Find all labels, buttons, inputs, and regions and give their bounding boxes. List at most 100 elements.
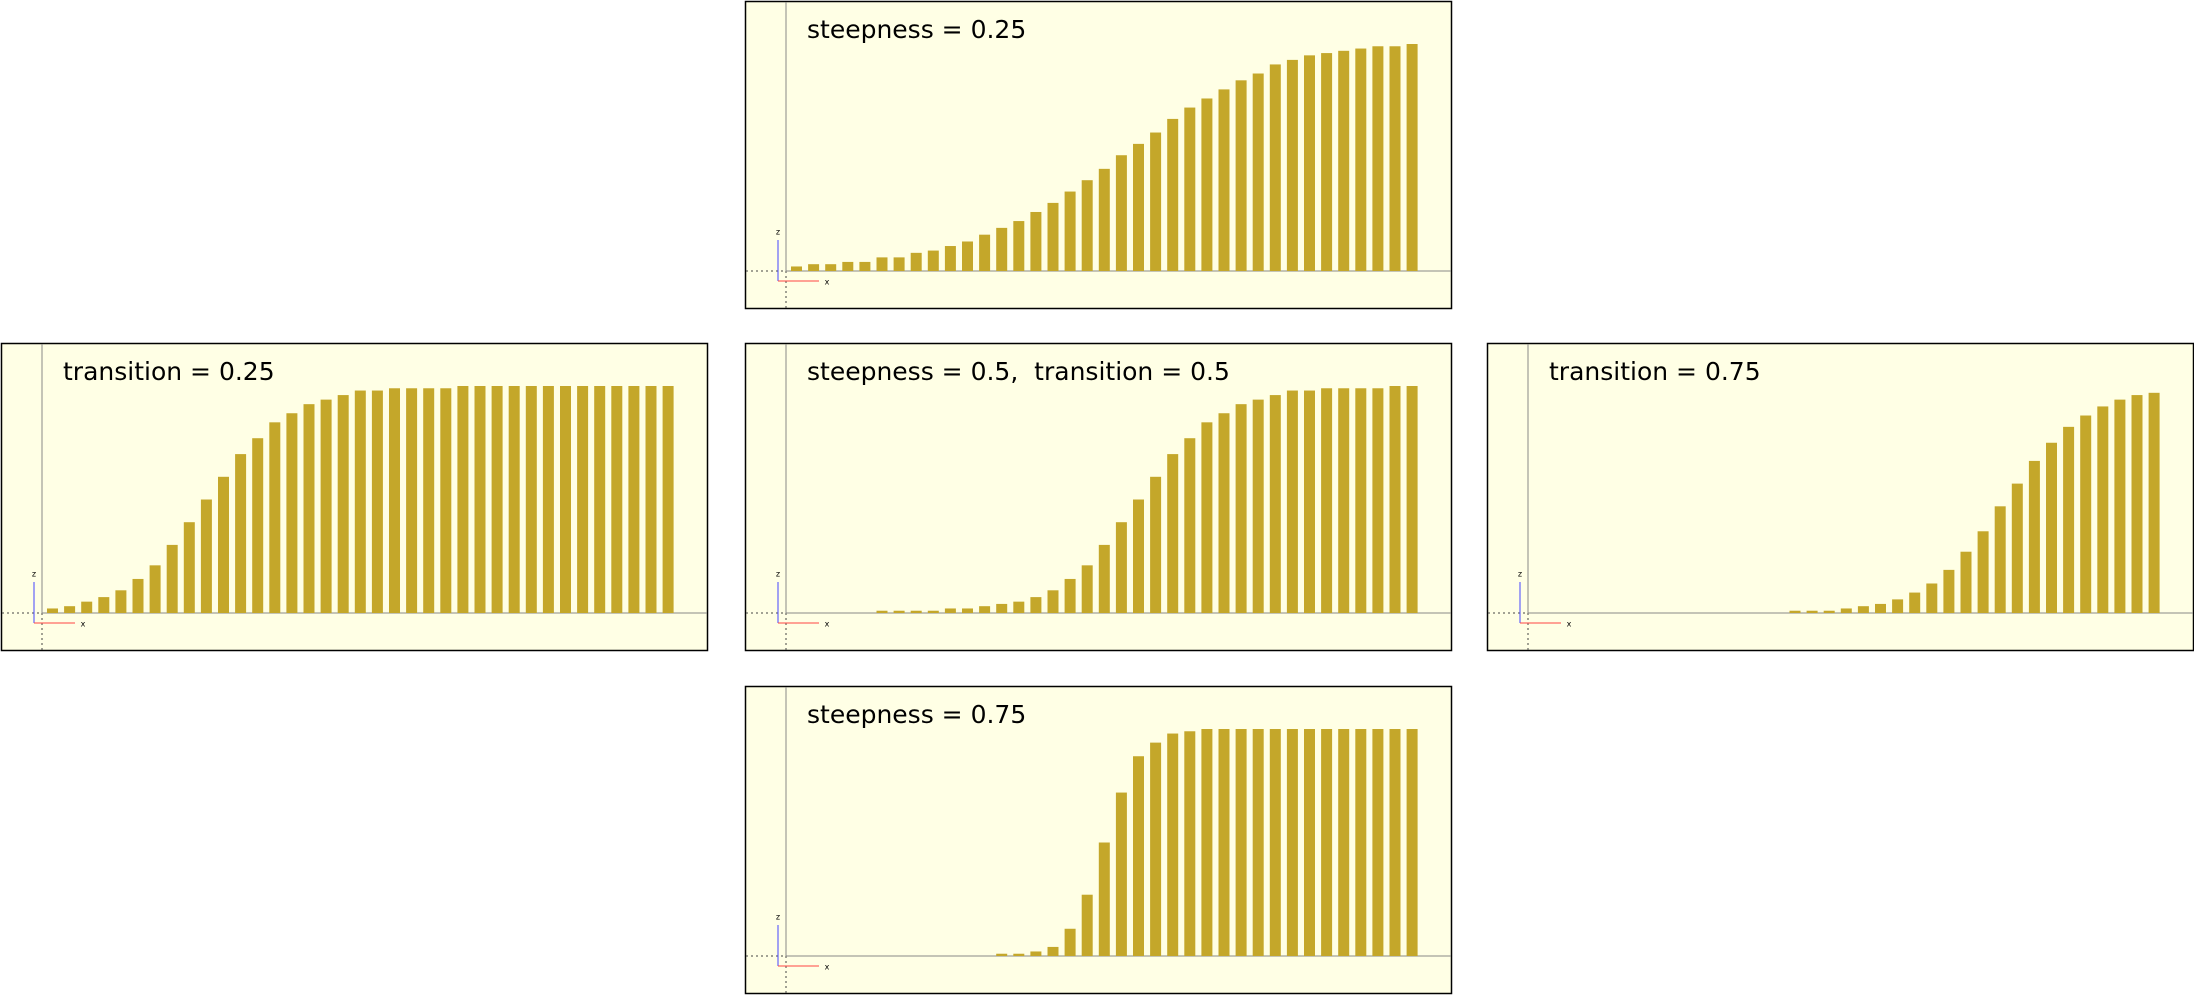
bar: [962, 608, 973, 613]
gizmo-x-label: x: [81, 620, 86, 629]
bar: [1081, 180, 1093, 271]
bar: [1909, 592, 1921, 613]
bar: [1926, 583, 1938, 613]
bar: [1133, 499, 1144, 613]
bar: [166, 544, 178, 613]
bar: [1304, 729, 1315, 956]
bar: [252, 438, 264, 613]
bar: [560, 386, 571, 613]
bar: [286, 413, 298, 613]
bar: [1150, 476, 1162, 613]
bar: [1789, 610, 1801, 613]
bar: [1269, 729, 1281, 956]
bar: [2028, 460, 2040, 613]
bar: [115, 590, 127, 613]
panel: z x steepness = 0.25: [744, 0, 1453, 310]
bar: [389, 388, 400, 613]
bar: [371, 390, 383, 613]
bar: [303, 404, 315, 613]
bar: [1201, 98, 1213, 271]
panel-title: transition = 0.75: [1549, 357, 1761, 386]
bar: [594, 386, 606, 613]
bar: [132, 578, 144, 613]
bar: [1372, 729, 1384, 956]
bar: [2148, 392, 2160, 613]
bar: [944, 246, 956, 271]
bar: [423, 388, 435, 613]
bar: [474, 386, 486, 613]
bar: [1115, 792, 1127, 956]
bar: [1081, 894, 1093, 956]
bar: [525, 386, 537, 613]
bar: [1321, 388, 1333, 613]
bar: [859, 261, 871, 271]
bar: [1252, 73, 1264, 271]
bar: [996, 227, 1008, 271]
bar: [662, 386, 674, 613]
bar: [2131, 395, 2143, 613]
bar: [81, 601, 93, 613]
bar: [1235, 80, 1247, 271]
gizmo-x-label: x: [825, 620, 830, 629]
bar: [1218, 413, 1230, 613]
bar: [1013, 221, 1025, 271]
bar: [354, 390, 366, 613]
bar: [825, 264, 837, 271]
bar: [1372, 388, 1384, 613]
bar: [1201, 422, 1213, 613]
bar: [1338, 388, 1350, 613]
bar: [628, 386, 640, 613]
bar: [1098, 544, 1110, 613]
gizmo-x-label: x: [825, 278, 830, 287]
viewport: [0, 342, 709, 652]
bar: [1372, 46, 1384, 271]
viewport: [744, 342, 1453, 652]
bar: [1013, 601, 1025, 613]
bar: [1047, 202, 1059, 271]
bar: [791, 266, 802, 271]
bar: [1030, 211, 1042, 271]
bar: [1218, 729, 1230, 956]
bar: [235, 454, 247, 613]
bar: [440, 388, 452, 613]
bar: [1840, 608, 1852, 613]
bar: [1977, 531, 1989, 613]
bar: [1235, 729, 1247, 956]
bar: [491, 386, 503, 613]
bar: [1064, 928, 1076, 956]
bar: [927, 250, 939, 271]
viewport: [1486, 342, 2194, 652]
bar: [577, 386, 589, 613]
bar: [269, 422, 281, 613]
bar: [1115, 522, 1127, 613]
bar: [64, 606, 76, 613]
bar: [1150, 742, 1162, 956]
bar: [1286, 390, 1298, 613]
bar: [876, 610, 888, 613]
bar: [457, 386, 469, 613]
bar: [927, 610, 939, 613]
bar: [1064, 578, 1076, 613]
bar: [1389, 729, 1401, 956]
bar: [893, 610, 905, 613]
bar: [1389, 386, 1401, 613]
gizmo-z-label: z: [1518, 570, 1522, 579]
bar: [1892, 599, 1904, 613]
bar: [2114, 399, 2126, 613]
panel: z x transition = 0.25: [0, 342, 709, 652]
bar: [962, 241, 973, 271]
bar: [1943, 569, 1955, 613]
bar: [1184, 107, 1196, 271]
bar: [1338, 729, 1350, 956]
bar: [508, 386, 520, 613]
bar: [1150, 132, 1162, 271]
bar: [1184, 731, 1196, 956]
panel-title: steepness = 0.75: [807, 700, 1026, 729]
bar: [1047, 590, 1059, 613]
bar: [1406, 386, 1418, 613]
bar: [1115, 155, 1127, 271]
bar: [1286, 729, 1298, 956]
bar: [1875, 603, 1886, 613]
gizmo-x-label: x: [1567, 620, 1572, 629]
